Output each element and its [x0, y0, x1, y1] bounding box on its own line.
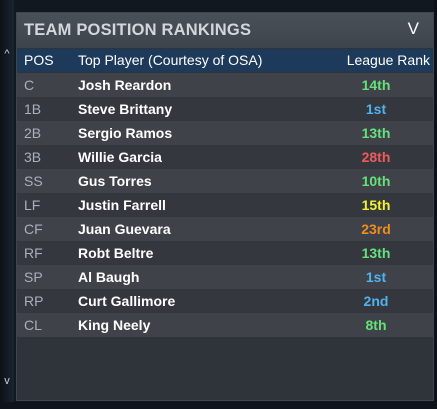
- panel-title: TEAM POSITION RANKINGS: [24, 21, 252, 39]
- bottom-edge: [0, 402, 437, 409]
- header-top-player[interactable]: Top Player (Courtesy of OSA): [78, 52, 263, 68]
- row-position: 1B: [24, 101, 42, 117]
- table-header: POS Top Player (Courtesy of OSA) League …: [17, 49, 433, 72]
- row-position: 2B: [24, 125, 42, 141]
- row-player-name[interactable]: Justin Farrell: [78, 197, 166, 213]
- row-player-name[interactable]: Josh Reardon: [78, 77, 172, 93]
- row-player-name[interactable]: Robt Beltre: [78, 245, 154, 261]
- row-position: 3B: [24, 149, 42, 165]
- row-position: RF: [24, 245, 43, 261]
- table-row[interactable]: 2B Sergio Ramos 13th: [17, 121, 433, 145]
- row-player-name[interactable]: Juan Guevara: [78, 221, 171, 237]
- table-row[interactable]: RF Robt Beltre 13th: [17, 241, 433, 265]
- chevron-down-icon[interactable]: V: [407, 19, 419, 38]
- table-row[interactable]: 1B Steve Brittany 1st: [17, 97, 433, 121]
- header-league-rank[interactable]: League Rank: [346, 52, 430, 68]
- table-row[interactable]: SS Gus Torres 10th: [17, 169, 433, 193]
- table-row[interactable]: CF Juan Guevara 23rd: [17, 217, 433, 241]
- row-player-name[interactable]: Gus Torres: [78, 173, 152, 189]
- row-player-name[interactable]: Curt Gallimore: [78, 293, 176, 309]
- row-league-rank: 14th: [361, 77, 391, 93]
- row-position: LF: [24, 197, 41, 213]
- row-player-name[interactable]: Sergio Ramos: [78, 125, 173, 141]
- row-league-rank: 2nd: [363, 293, 389, 309]
- table-row[interactable]: LF Justin Farrell 15th: [17, 193, 433, 217]
- row-league-rank: 28th: [361, 149, 391, 165]
- row-league-rank: 1st: [365, 101, 387, 117]
- row-league-rank: 10th: [361, 173, 391, 189]
- row-position: CF: [24, 221, 43, 237]
- row-position: C: [24, 77, 35, 93]
- left-scroll-strip: ^ v: [0, 0, 14, 409]
- scroll-up-icon[interactable]: ^: [4, 48, 10, 60]
- scroll-down-icon[interactable]: v: [4, 375, 10, 387]
- table-row[interactable]: SP Al Baugh 1st: [17, 265, 433, 289]
- row-player-name[interactable]: Al Baugh: [78, 269, 140, 285]
- row-position: CL: [24, 317, 42, 333]
- row-league-rank: 13th: [361, 125, 391, 141]
- row-league-rank: 23rd: [361, 221, 391, 237]
- panel-header: TEAM POSITION RANKINGS V: [17, 13, 433, 48]
- row-league-rank: 8th: [365, 317, 387, 333]
- table-row[interactable]: 3B Willie Garcia 28th: [17, 145, 433, 169]
- row-league-rank: 15th: [361, 197, 391, 213]
- row-player-name[interactable]: Willie Garcia: [78, 149, 162, 165]
- table-row[interactable]: CL King Neely 8th: [17, 313, 433, 337]
- right-edge: [434, 0, 437, 409]
- team-position-rankings-panel: TEAM POSITION RANKINGS V POS Top Player …: [16, 12, 434, 401]
- row-position: SP: [24, 269, 43, 285]
- table-row[interactable]: RP Curt Gallimore 2nd: [17, 289, 433, 313]
- row-player-name[interactable]: Steve Brittany: [78, 101, 173, 117]
- row-position: RP: [24, 293, 44, 309]
- header-pos[interactable]: POS: [24, 52, 54, 68]
- row-player-name[interactable]: King Neely: [78, 317, 151, 333]
- row-position: SS: [24, 173, 43, 189]
- row-league-rank: 1st: [365, 269, 387, 285]
- row-league-rank: 13th: [361, 245, 391, 261]
- table-row[interactable]: C Josh Reardon 14th: [17, 73, 433, 97]
- rankings-list: C Josh Reardon 14th 1B Steve Brittany 1st 2B Se…: [17, 73, 433, 337]
